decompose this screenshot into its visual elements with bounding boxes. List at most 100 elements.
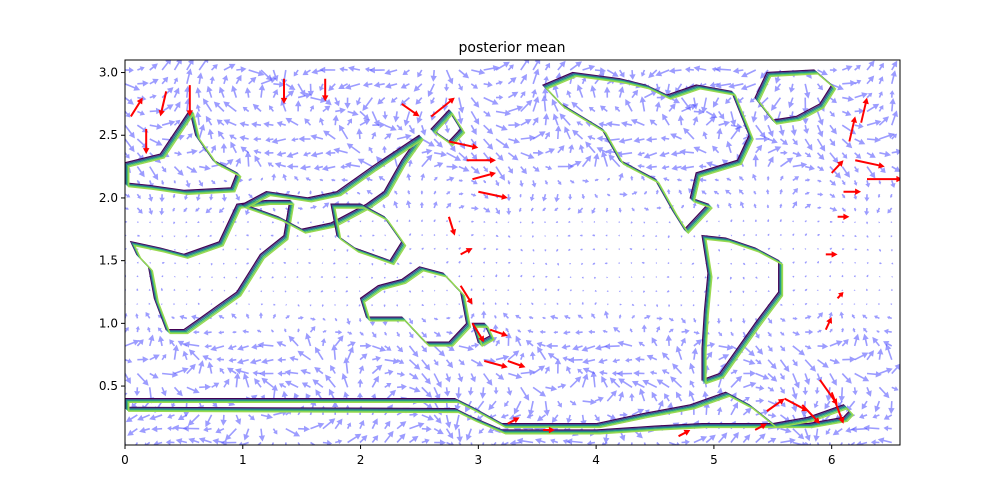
vector-arrow xyxy=(470,313,475,319)
vector-arrow xyxy=(232,330,237,334)
vector-arrow xyxy=(493,387,499,395)
vector-arrow xyxy=(495,180,500,187)
vector-arrow xyxy=(767,331,772,337)
vector-arrow xyxy=(371,435,379,443)
vector-arrow xyxy=(792,176,800,182)
highlight-arrow xyxy=(507,360,526,369)
vector-arrow xyxy=(223,378,230,388)
vector-arrow xyxy=(850,426,868,433)
vector-arrow xyxy=(883,341,893,347)
highlight-arrow xyxy=(280,78,288,104)
vector-arrow xyxy=(689,178,694,182)
vector-arrow xyxy=(718,120,731,127)
vector-arrow xyxy=(608,154,621,168)
vector-arrow xyxy=(432,201,438,209)
vector-arrow xyxy=(829,247,833,250)
vector-arrow xyxy=(274,162,286,169)
vector-arrow xyxy=(866,350,874,361)
vector-arrow xyxy=(225,428,237,441)
vector-arrow xyxy=(277,370,286,377)
vector-arrow xyxy=(332,262,336,265)
vector-arrow xyxy=(278,383,287,388)
vector-arrow xyxy=(148,288,151,291)
vector-arrow xyxy=(309,276,311,278)
vector-arrow xyxy=(281,69,288,86)
vector-arrow xyxy=(692,116,699,126)
vector-arrow xyxy=(303,151,311,157)
vector-arrow xyxy=(618,290,621,293)
vector-arrow xyxy=(630,276,633,278)
vector-arrow xyxy=(804,138,813,151)
vector-arrow xyxy=(471,68,486,75)
vector-arrow xyxy=(151,425,163,433)
vector-arrow xyxy=(359,119,371,126)
vector-arrow xyxy=(805,178,811,182)
vector-arrow xyxy=(639,388,646,402)
vector-arrow xyxy=(307,83,314,97)
vector-arrow xyxy=(322,235,324,238)
vector-arrow xyxy=(863,327,868,333)
vector-arrow xyxy=(891,288,893,291)
vector-arrow xyxy=(347,341,356,347)
vector-arrow xyxy=(322,418,336,430)
vector-arrow xyxy=(755,144,763,154)
vector-arrow xyxy=(640,69,646,77)
vector-arrow xyxy=(638,341,645,347)
vector-arrow xyxy=(891,148,900,156)
vector-arrow xyxy=(310,317,316,321)
vector-arrow xyxy=(319,178,324,182)
vector-arrow xyxy=(470,166,480,174)
vector-arrow xyxy=(483,221,486,223)
vector-arrow xyxy=(508,248,512,251)
vector-arrow xyxy=(718,344,734,351)
vector-arrow xyxy=(680,248,682,251)
vector-arrow xyxy=(662,113,670,126)
vector-arrow xyxy=(458,260,461,264)
vector-arrow xyxy=(718,331,723,337)
vector-arrow xyxy=(661,352,670,361)
vector-arrow xyxy=(257,341,274,349)
vector-arrow xyxy=(679,276,682,278)
y-tick-label: 1.5 xyxy=(99,254,118,268)
vector-arrow xyxy=(248,178,253,182)
vector-arrow xyxy=(308,248,311,251)
vector-arrow xyxy=(507,274,510,278)
vector-arrow xyxy=(371,375,379,388)
vector-arrow xyxy=(655,83,661,92)
vector-arrow xyxy=(675,391,683,402)
vector-arrow xyxy=(285,117,299,126)
vector-arrow xyxy=(260,69,273,81)
vector-arrow xyxy=(314,346,324,361)
vector-arrow xyxy=(606,390,617,402)
vector-arrow xyxy=(359,220,362,223)
vector-arrow xyxy=(446,191,451,195)
vector-arrow xyxy=(718,432,728,443)
vector-arrow xyxy=(792,330,800,336)
vector-arrow xyxy=(373,81,385,88)
vector-arrow xyxy=(842,110,852,117)
vector-arrow xyxy=(341,177,348,183)
vector-arrow xyxy=(692,276,695,278)
vector-arrow xyxy=(569,400,577,406)
vector-arrow xyxy=(346,346,354,360)
vector-arrow xyxy=(125,313,128,319)
vector-arrow xyxy=(605,234,608,237)
vector-arrow xyxy=(420,125,427,136)
vector-arrow xyxy=(804,428,811,442)
vector-arrow xyxy=(643,304,646,307)
vector-arrow xyxy=(320,338,327,347)
vector-arrow xyxy=(372,355,381,362)
vector-arrow xyxy=(506,194,512,202)
vector-arrow xyxy=(408,124,415,135)
vector-arrow xyxy=(173,77,179,85)
vector-arrow xyxy=(210,345,225,352)
vector-arrow xyxy=(248,69,265,77)
vector-arrow xyxy=(149,63,158,71)
vector-arrow xyxy=(688,390,695,402)
vector-arrow xyxy=(382,145,387,153)
vector-arrow xyxy=(235,157,241,167)
vector-arrow xyxy=(544,303,547,305)
vector-arrow xyxy=(842,356,856,363)
vector-arrow xyxy=(400,83,410,89)
vector-arrow xyxy=(384,420,391,430)
